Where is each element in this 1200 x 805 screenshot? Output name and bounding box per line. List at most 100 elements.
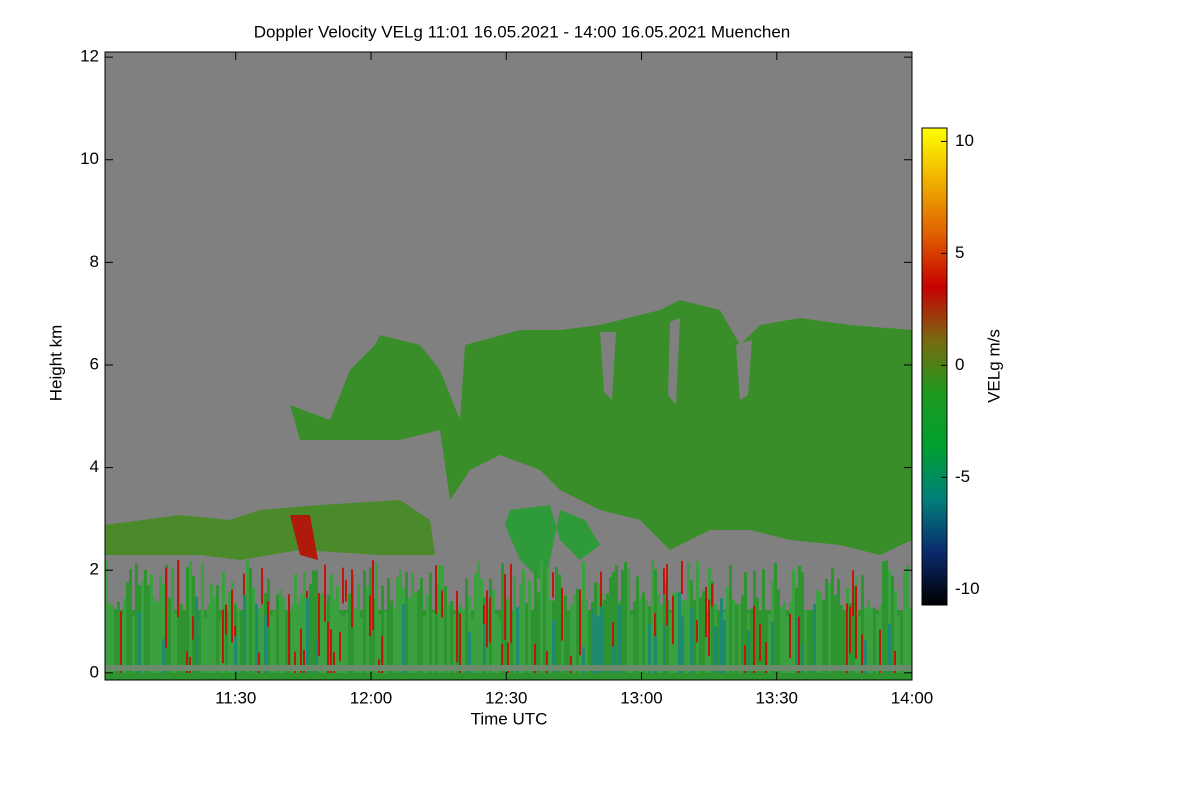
echo-stripe	[594, 613, 597, 673]
echo-stripe	[801, 643, 804, 673]
echo-stripe	[645, 599, 648, 673]
echo-stripe	[882, 561, 885, 673]
echo-stripe	[606, 593, 609, 673]
echo-stripe	[609, 577, 612, 673]
echo-stripe	[579, 589, 581, 656]
echo-stripe	[378, 614, 381, 673]
echo-stripe	[297, 602, 300, 673]
echo-stripe	[240, 617, 243, 673]
echo-stripe	[201, 562, 204, 673]
echo-stripe	[699, 597, 702, 673]
echo-stripe	[531, 619, 534, 673]
echo-stripe	[678, 592, 681, 673]
echo-stripe	[540, 560, 543, 673]
echo-stripe	[561, 587, 563, 641]
echo-stripe	[441, 565, 444, 673]
echo-stripe	[582, 647, 585, 673]
echo-stripe	[702, 591, 705, 673]
echo-stripe	[621, 569, 624, 673]
y-tick-label: 10	[80, 149, 99, 168]
echo-stripe	[729, 565, 732, 673]
echo-stripe	[555, 567, 558, 673]
echo-stripe	[228, 591, 231, 673]
echo-stripe	[210, 584, 213, 673]
echo-stripe	[654, 612, 656, 640]
echo-stripe	[903, 572, 906, 673]
echo-stripe	[543, 572, 546, 673]
echo-stripe	[846, 603, 848, 673]
echo-stripe	[132, 616, 135, 673]
echo-stripe	[417, 589, 420, 673]
echo-stripe	[747, 630, 750, 673]
echo-stripe	[864, 640, 867, 673]
echo-stripe	[306, 597, 309, 673]
colorbar-tick-label: -5	[955, 467, 970, 486]
echo-stripe	[141, 580, 144, 673]
colorbar-tick-label: 0	[955, 355, 964, 374]
echo-stripe	[639, 598, 642, 673]
echo-stripe	[243, 573, 245, 599]
echo-stripe	[657, 593, 660, 673]
echo-stripe	[738, 603, 741, 673]
echo-stripe	[294, 574, 297, 673]
echo-stripe	[246, 560, 249, 673]
echo-stripe	[762, 569, 765, 673]
echo-stripe	[489, 596, 491, 643]
echo-stripe	[405, 571, 408, 673]
echo-stripe	[438, 565, 441, 673]
cloud-hole	[668, 318, 680, 405]
echo-stripe	[336, 585, 339, 673]
echo-stripe	[249, 568, 252, 673]
x-tick-label: 13:00	[620, 688, 663, 707]
echo-stripe	[510, 617, 513, 673]
echo-stripe	[339, 631, 341, 662]
echo-stripe	[669, 613, 672, 673]
echo-stripe	[570, 656, 572, 673]
echo-stripe	[600, 571, 602, 616]
y-tick-label: 2	[90, 560, 99, 579]
echo-stripe	[111, 605, 114, 673]
echo-stripe	[195, 596, 198, 673]
echo-stripe	[351, 569, 353, 628]
echo-stripe	[324, 604, 327, 673]
echo-stripe	[138, 611, 141, 673]
echo-stripe	[897, 615, 900, 673]
echo-stripe	[522, 569, 525, 673]
echo-stripe	[900, 617, 903, 673]
echo-stripe	[906, 565, 909, 673]
echo-stripe	[546, 651, 548, 673]
echo-stripe	[873, 607, 876, 673]
echo-stripe	[894, 650, 896, 673]
echo-stripe	[852, 570, 854, 617]
echo-stripe	[498, 618, 501, 673]
echo-stripe	[687, 562, 690, 673]
echo-stripe	[243, 595, 246, 673]
echo-stripe	[840, 605, 843, 673]
echo-stripe	[186, 567, 189, 673]
x-tick-label: 11:30	[215, 688, 256, 707]
echo-stripe	[909, 607, 912, 673]
echo-stripe	[315, 570, 318, 673]
x-tick-label: 14:00	[891, 688, 934, 707]
echo-stripe	[474, 573, 477, 673]
echo-stripe	[696, 620, 698, 643]
echo-stripe	[756, 597, 759, 673]
echo-stripe	[843, 614, 846, 673]
echo-stripe	[468, 632, 471, 673]
echo-stripe	[189, 656, 191, 673]
echo-stripe	[372, 598, 375, 673]
echo-stripe	[507, 642, 509, 673]
echo-stripe	[159, 575, 162, 673]
echo-stripe	[225, 616, 228, 673]
echo-stripe	[492, 590, 495, 673]
ground	[105, 665, 912, 671]
echo-stripe	[696, 561, 699, 673]
echo-stripe	[783, 601, 786, 673]
colorbar-tick-label: 5	[955, 243, 964, 262]
echo-stripe	[681, 560, 683, 594]
echo-stripe	[801, 572, 804, 673]
echo-stripe	[675, 590, 678, 673]
echo-stripe	[831, 567, 834, 673]
echo-stripe	[447, 605, 450, 673]
